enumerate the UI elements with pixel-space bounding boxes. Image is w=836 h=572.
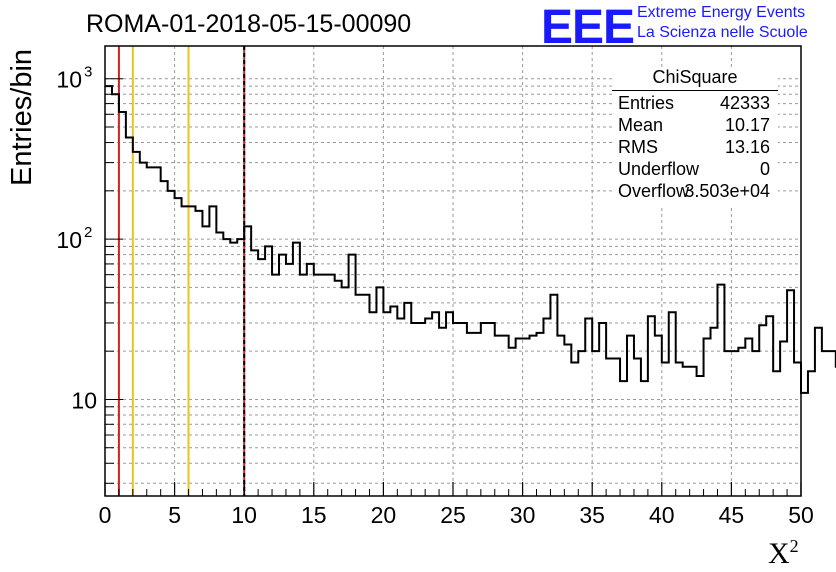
logo-line-2: La Scienza nelle Scuole (637, 24, 808, 41)
marker-lines (117, 46, 246, 496)
histogram-line (105, 85, 836, 394)
stats-value: 3.503e+04 (684, 181, 770, 201)
stats-key: RMS (618, 137, 658, 157)
x-tick-label: 40 (649, 502, 675, 528)
x-tick-label: 0 (99, 502, 112, 528)
y-tick-label: 10 (56, 67, 82, 93)
x-tick-label: 20 (371, 502, 397, 528)
stats-row: Underflow 0 (612, 159, 778, 181)
stats-key: Mean (618, 115, 664, 135)
stats-value: 0 (759, 159, 770, 179)
y-tick-label: 10 (56, 227, 82, 253)
grid-lines (105, 46, 801, 496)
chart-title: ROMA-01-2018-05-15-00090 (86, 10, 412, 38)
x-tick-label: 15 (301, 502, 327, 528)
y-tick-exponent: 3 (84, 64, 92, 81)
x-axis-ticks: 0 5 10 15 20 25 30 35 40 45 50 (99, 482, 814, 528)
y-tick-label: 10 (71, 387, 97, 413)
stats-value: 10.17 (724, 115, 770, 135)
x-axis-label: X2 (768, 536, 799, 571)
y-axis-label: Entries/bin (6, 48, 38, 186)
stats-value: 42333 (719, 93, 770, 113)
x-tick-label: 10 (231, 502, 257, 528)
stats-title: ChiSquare (612, 67, 778, 91)
stats-row: Mean 10.17 (612, 115, 778, 137)
x-tick-label: 25 (440, 502, 466, 528)
x-tick-label: 45 (719, 502, 745, 528)
stats-value: 13.16 (724, 137, 770, 157)
stats-box: ChiSquare Entries 42333 Mean 10.17 RMS 13.1… (612, 67, 778, 207)
stats-row: Entries 42333 (612, 93, 778, 115)
stats-row: RMS 13.16 (612, 137, 778, 159)
x-tick-label: 5 (168, 502, 181, 528)
x-tick-label: 35 (579, 502, 605, 528)
x-axis-label-exponent: 2 (789, 536, 799, 556)
y-tick-exponent: 2 (84, 224, 92, 241)
eee-logo: EEE (541, 1, 635, 54)
x-tick-label: 50 (788, 502, 814, 528)
stats-row: Overflow 3.503e+04 (612, 181, 778, 203)
stats-key: Entries (618, 93, 675, 113)
stats-key: Underflow (618, 159, 700, 179)
x-tick-label: 30 (510, 502, 536, 528)
logo-line-1: Extreme Energy Events (637, 4, 806, 21)
x-axis-label-base: X (768, 537, 790, 570)
stats-key: Overflow (618, 181, 690, 201)
